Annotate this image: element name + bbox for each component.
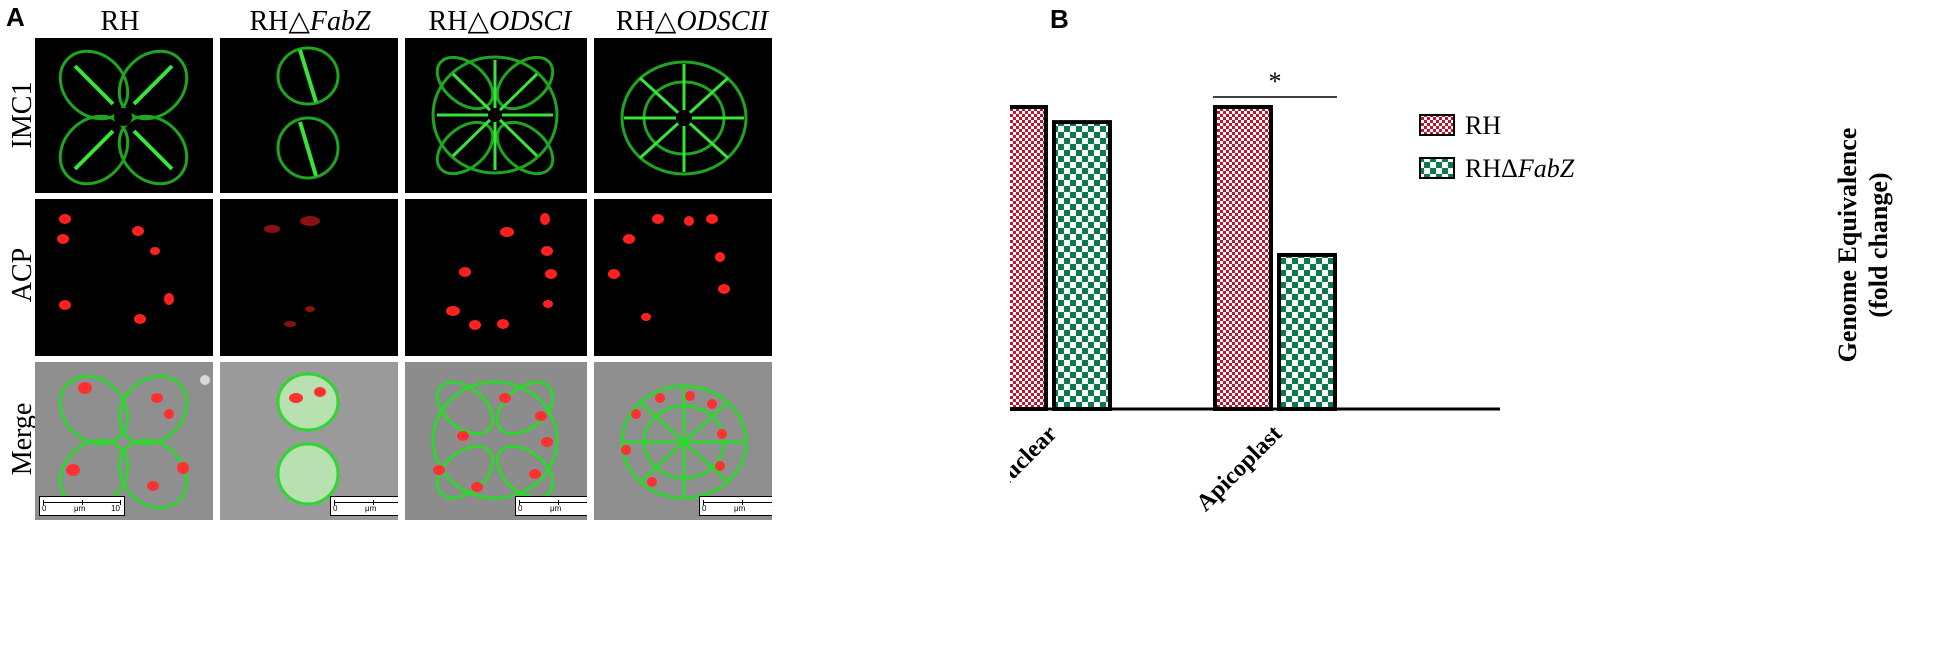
column-header-rh: RH: [100, 6, 140, 37]
column-header-odsci: RH△ODSCI: [428, 6, 572, 37]
acp-image-odsci: [405, 199, 587, 356]
bar-rh-nuclear: [1010, 105, 1048, 411]
merge-image-rh: 0 μm 10: [35, 362, 213, 520]
column-header-fabz: RH△FabZ: [249, 6, 371, 37]
bars: [1010, 105, 1337, 411]
y-axis-label: Genome Equivalence (fold change): [1833, 128, 1893, 363]
merge-image-fabz: 0 μm 10: [220, 362, 398, 520]
scale-bar: 0 μm 10: [330, 496, 398, 516]
acp-image-rh: [35, 199, 213, 356]
legend-label-fabz: RHΔFabZ: [1465, 154, 1575, 183]
imc1-image-fabz: [220, 38, 398, 193]
acp-image-fabz: [220, 199, 398, 356]
legend-swatch-fabz: [1419, 157, 1455, 179]
x-tick-label-apicoplast: Apicoplast: [1192, 421, 1288, 517]
panel-a-label: A: [6, 2, 25, 32]
scale-bar: 0 μm 10: [39, 496, 125, 516]
significance-annotation: *: [1213, 67, 1337, 98]
column-header-odscii: RH△ODSCII: [615, 6, 769, 37]
scale-bar: 0 μm 10: [515, 496, 587, 516]
panel-b-label: B: [1050, 4, 1069, 34]
bar-fabz-nuclear: [1052, 120, 1112, 411]
legend-swatch-rh: [1419, 114, 1455, 136]
merge-image-odsci: 0 μm 10: [405, 362, 587, 520]
bar-fabz-apicoplast: [1277, 252, 1337, 411]
legend-label-rh: RH: [1465, 111, 1501, 140]
x-axis-labels: Nuclear Apicoplast: [1010, 421, 1287, 517]
y-axis-label-line2: (fold change): [1864, 172, 1893, 317]
x-tick-label-nuclear: Nuclear: [1010, 421, 1062, 497]
bar-rh-apicoplast: [1213, 105, 1273, 411]
y-axis-label-line1: Genome Equivalence: [1833, 128, 1862, 363]
scale-bar: 0 μm 10: [699, 496, 772, 516]
acp-image-odscii: [594, 199, 772, 356]
merge-image-odscii: 0 μm 10: [594, 362, 772, 520]
imc1-image-odscii: [594, 38, 772, 193]
legend: RH RHΔFabZ: [1419, 111, 1575, 183]
imc1-image-odsci: [405, 38, 587, 193]
significance-star: *: [1269, 67, 1282, 96]
imc1-image-rh: [35, 38, 213, 193]
